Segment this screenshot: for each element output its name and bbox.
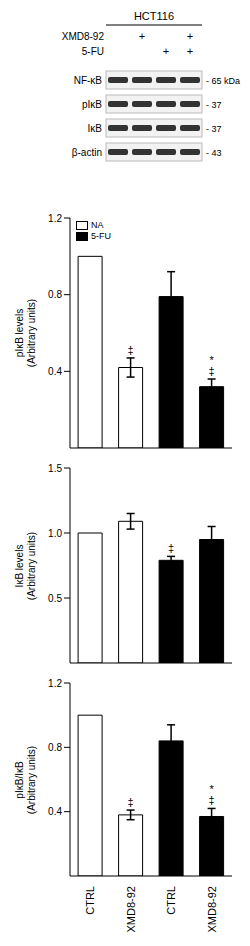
svg-text:1.2: 1.2 (48, 213, 62, 224)
svg-text:1.5: 1.5 (48, 463, 62, 474)
svg-text:‡: ‡ (168, 542, 174, 554)
svg-text:‡: ‡ (209, 365, 215, 377)
svg-text:‡: ‡ (209, 794, 215, 806)
html-text:pIκB levels: pIκB levels (14, 308, 25, 358)
svg-text:*: * (209, 354, 214, 366)
svg-text:0.5: 0.5 (48, 593, 62, 604)
html-text:pIκB/IκB: pIκB/IκB (14, 760, 25, 799)
html-text:IκB levels: IκB levels (14, 544, 25, 587)
svg-text:IκB: IκB (88, 123, 103, 134)
html-text:(Arbitrary units): (Arbitrary units) (26, 745, 37, 814)
svg-text:0.8: 0.8 (48, 289, 62, 300)
svg-text:*: * (209, 783, 214, 795)
html-text:5-FU: 5-FU (91, 231, 111, 241)
html-text:(Arbitrary units): (Arbitrary units) (26, 531, 37, 600)
svg-text:pIκB: pIκB (82, 99, 102, 110)
svg-text:XMD8-92: XMD8-92 (206, 886, 218, 932)
svg-text:+: + (163, 45, 169, 57)
svg-text:NF-κB: NF-κB (74, 75, 103, 86)
svg-text:XMD8-92: XMD8-92 (125, 886, 137, 932)
svg-text:CTRL: CTRL (84, 886, 96, 915)
svg-text:‡: ‡ (128, 796, 134, 808)
svg-text:XMD8-92: XMD8-92 (62, 31, 105, 42)
svg-text:5-FU: 5-FU (82, 46, 104, 57)
svg-text:1.0: 1.0 (48, 528, 62, 539)
svg-text:1.2: 1.2 (48, 678, 62, 689)
svg-text:+: + (139, 30, 145, 42)
svg-text:- 43: - 43 (206, 148, 222, 158)
svg-text:0.4: 0.4 (48, 366, 62, 377)
svg-text:- 65 kDa: - 65 kDa (206, 76, 240, 86)
svg-text:β-actin: β-actin (72, 147, 102, 158)
svg-text:+: + (187, 30, 193, 42)
svg-text:0.8: 0.8 (48, 742, 62, 753)
svg-text:0.4: 0.4 (48, 806, 62, 817)
html-text:NA: NA (91, 220, 104, 230)
svg-text:‡: ‡ (128, 344, 134, 356)
svg-text:CTRL: CTRL (165, 886, 177, 915)
svg-text:HCT116: HCT116 (134, 10, 174, 22)
svg-text:- 37: - 37 (206, 100, 222, 110)
html-text:(Arbitrary units): (Arbitrary units) (26, 298, 37, 368)
svg-text:- 37: - 37 (206, 124, 222, 134)
svg-text:+: + (187, 45, 193, 57)
